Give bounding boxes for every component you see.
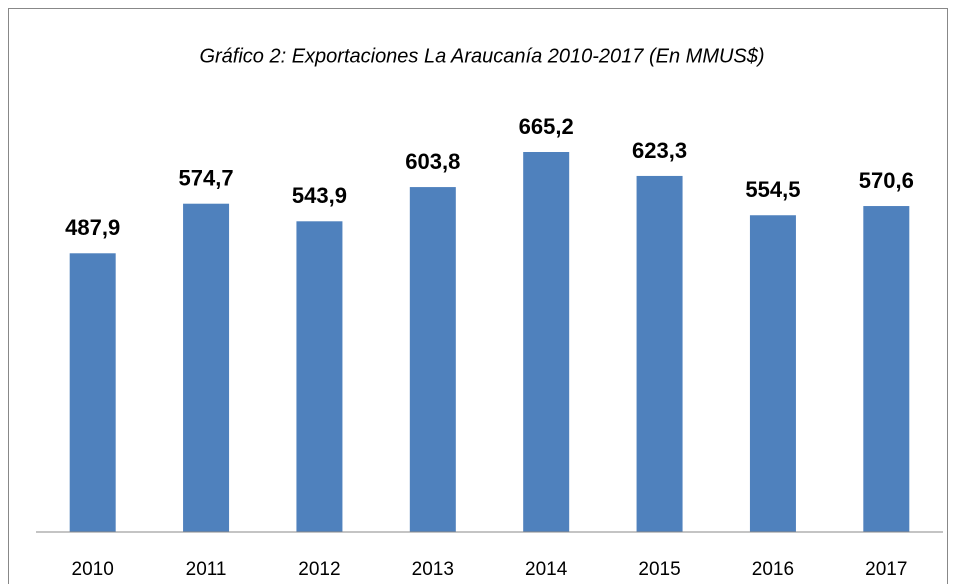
value-label: 543,9 bbox=[292, 183, 347, 208]
bar bbox=[296, 221, 343, 532]
x-tick-label: 2017 bbox=[865, 559, 907, 580]
x-tick-label: 2010 bbox=[72, 559, 114, 580]
value-label: 554,5 bbox=[745, 177, 800, 202]
bar bbox=[69, 253, 116, 533]
bar bbox=[409, 187, 456, 532]
chart-frame bbox=[8, 8, 948, 584]
bar bbox=[523, 152, 570, 532]
bar bbox=[863, 206, 910, 533]
x-tick-label: 2014 bbox=[525, 559, 568, 580]
x-tick-label: 2012 bbox=[298, 559, 340, 580]
bar bbox=[183, 203, 230, 532]
x-tick-label: 2015 bbox=[638, 559, 680, 580]
value-label: 603,8 bbox=[405, 149, 460, 174]
value-label: 623,3 bbox=[632, 138, 687, 163]
chart-title: Gráfico 2: Exportaciones La Araucanía 20… bbox=[199, 45, 764, 67]
value-label: 665,2 bbox=[519, 114, 574, 139]
bar bbox=[749, 215, 796, 532]
bar bbox=[636, 175, 683, 532]
value-label: 570,6 bbox=[859, 168, 914, 193]
value-label: 487,9 bbox=[65, 215, 120, 240]
x-tick-label: 2013 bbox=[412, 559, 454, 580]
x-tick-label: 2016 bbox=[752, 559, 794, 580]
x-tick-label: 2011 bbox=[186, 559, 227, 580]
value-label: 574,7 bbox=[179, 166, 234, 191]
